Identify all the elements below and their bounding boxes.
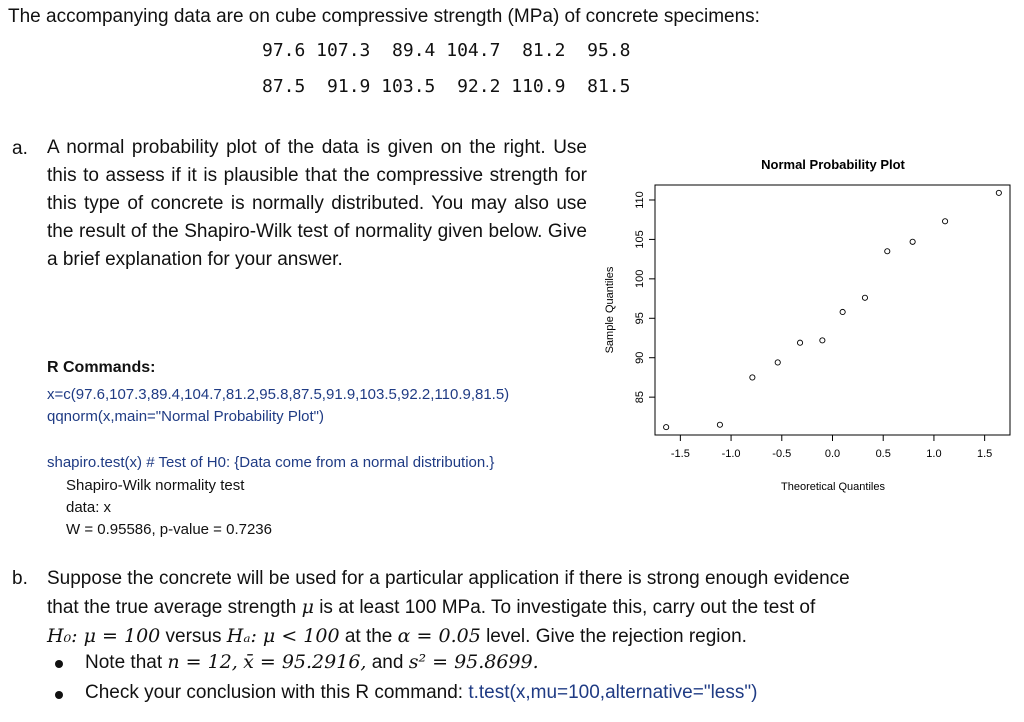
y-tick-label: 105 xyxy=(634,230,646,248)
data-point xyxy=(663,424,670,431)
bullet-dot xyxy=(55,660,63,668)
data-point xyxy=(839,308,846,316)
plot-frame xyxy=(654,184,1011,436)
data-point xyxy=(796,339,804,346)
data-point xyxy=(995,189,1002,196)
at-the-text: at the xyxy=(344,626,393,647)
t-test-command: t.test(x,mu=100,alternative="less") xyxy=(468,682,758,703)
bullet-1: Note that n = 12, x̄ = 95.2916, and s² =… xyxy=(55,651,539,674)
and-text: and xyxy=(371,652,404,673)
part-b-letter: b. xyxy=(12,568,28,589)
data-row-2: 87.5 91.9 103.5 92.2 110.9 81.5 xyxy=(262,76,631,97)
part-b-line-1: Suppose the concrete will be used for a … xyxy=(47,568,850,589)
data-point xyxy=(861,294,869,301)
part-b-line-2-end: is at least 100 MPa. To investigate this… xyxy=(319,597,816,618)
r-commands-heading: R Commands: xyxy=(47,359,156,376)
y-tick-label: 100 xyxy=(634,270,646,288)
data-point xyxy=(774,359,781,366)
y-axis: 85 90 95 100 105 110 xyxy=(634,191,655,403)
part-b-line-2-start: that the true average strength xyxy=(47,597,297,618)
data-row-1: 97.6 107.3 89.4 104.7 81.2 95.8 xyxy=(262,40,631,61)
data-point xyxy=(716,421,723,428)
x-tick-label: 1.0 xyxy=(926,448,941,460)
bullet-2-text: Check your conclusion with this R comman… xyxy=(85,682,464,703)
r-output-title: Shapiro-Wilk normality test xyxy=(66,477,245,494)
r-command-qqnorm: qqnorm(x,main="Normal Probability Plot") xyxy=(47,408,324,425)
mu-symbol: μ xyxy=(301,596,314,618)
data-points xyxy=(663,189,1002,431)
normal-probability-plot: Normal Probability Plot -1.5 -1.0 -0.5 0.0 0… xyxy=(600,145,1020,495)
x-tick-label: -0.5 xyxy=(772,448,791,460)
x-tick-label: -1.0 xyxy=(722,448,741,460)
null-hypothesis: H₀: μ = 100 xyxy=(47,625,161,647)
y-tick-label: 95 xyxy=(634,312,646,324)
x-axis: -1.5 -1.0 -0.5 0.0 0.5 1.0 1.5 xyxy=(671,435,992,460)
part-b-text: Suppose the concrete will be used for a … xyxy=(47,565,947,651)
part-b-line-2: that the true average strength μ is at l… xyxy=(47,593,947,622)
part-b-line-3-end: level. Give the rejection region. xyxy=(486,626,747,647)
y-tick-label: 110 xyxy=(634,191,646,209)
r-command-data: x=c(97.6,107.3,89.4,104.7,81.2,95.8,87.5… xyxy=(47,386,510,403)
r-output-data: data: x xyxy=(66,499,112,516)
intro-text: The accompanying data are on cube compre… xyxy=(8,6,760,27)
bullet-1-start: Note that xyxy=(85,652,163,673)
versus-text: versus xyxy=(165,626,222,647)
sample-mean: x̄ = 95.2916, xyxy=(243,651,367,673)
qq-plot-svg: Normal Probability Plot -1.5 -1.0 -0.5 0.0 0… xyxy=(604,157,1011,493)
alpha-level: α = 0.05 xyxy=(397,625,481,647)
sample-variance: s² = 95.8699. xyxy=(408,651,539,673)
bullet-2: Check your conclusion with this R comman… xyxy=(55,682,758,704)
bullet-dot xyxy=(55,691,63,699)
data-point xyxy=(909,238,916,245)
data-point xyxy=(819,337,826,344)
x-tick-label: -1.5 xyxy=(671,448,690,460)
part-a-letter: a. xyxy=(12,138,28,159)
x-tick-label: 0.0 xyxy=(825,448,840,460)
r-output-result: W = 0.95586, p-value = 0.7236 xyxy=(66,521,272,538)
alt-hypothesis: Hₐ: μ < 100 xyxy=(226,625,340,647)
x-axis-label: Theoretical Quantiles xyxy=(781,481,885,493)
r-command-shapiro: shapiro.test(x) # Test of H0: {Data come… xyxy=(47,454,495,471)
y-tick-label: 85 xyxy=(634,391,646,403)
sample-size: n = 12, xyxy=(167,651,238,673)
part-a-text: A normal probability plot of the data is… xyxy=(47,137,587,270)
part-b-line-3: H₀: μ = 100 versus Hₐ: μ < 100 at the α … xyxy=(47,622,947,651)
data-point xyxy=(884,248,891,255)
y-axis-label: Sample Quantiles xyxy=(604,266,616,353)
y-tick-label: 90 xyxy=(634,352,646,364)
x-tick-label: 0.5 xyxy=(876,448,891,460)
data-point xyxy=(942,218,949,225)
chart-title: Normal Probability Plot xyxy=(761,157,905,172)
x-tick-label: 1.5 xyxy=(977,448,992,460)
data-point xyxy=(749,374,756,381)
